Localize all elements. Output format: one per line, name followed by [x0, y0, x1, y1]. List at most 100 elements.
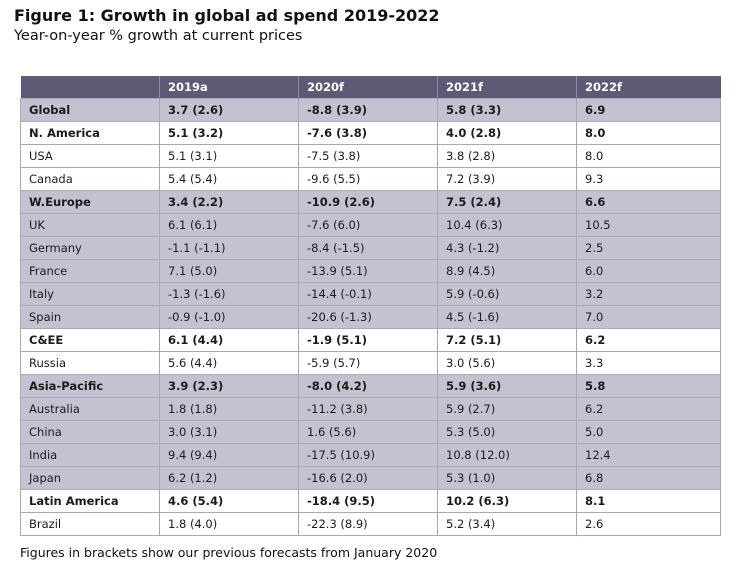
value-cell-2021f: 5.3 (1.0) [437, 466, 577, 490]
value-cell-2022f: 6.2 [576, 397, 721, 421]
value-cell-2019a: 3.0 (3.1) [159, 420, 299, 444]
table-row: India 9.4 (9.4) -17.5 (10.9) 10.8 (12.0) 12.… [20, 443, 721, 467]
table-body: Global 3.7 (2.6) -8.8 (3.9) 5.8 (3.3) 6.9 N. … [20, 98, 721, 536]
value-cell-2022f: 6.8 [576, 466, 721, 490]
value-cell-2019a: 1.8 (4.0) [159, 512, 299, 536]
value-cell-2020f: -13.9 (5.1) [298, 259, 438, 283]
table-row: Australia 1.8 (1.8) -11.2 (3.8) 5.9 (2.7) 6.… [20, 397, 721, 421]
value-cell-2019a: 5.1 (3.1) [159, 144, 299, 168]
ad-spend-table: 2019a 2020f 2021f 2022f Global 3.7 (2.6) -… [20, 76, 721, 536]
value-cell-2020f: 1.6 (5.6) [298, 420, 438, 444]
value-cell-2020f: -5.9 (5.7) [298, 351, 438, 375]
row-label: Canada [20, 167, 160, 191]
row-label: Germany [20, 236, 160, 260]
table-row: C&EE 6.1 (4.4) -1.9 (5.1) 7.2 (5.1) 6.2 [20, 328, 721, 352]
value-cell-2022f: 6.2 [576, 328, 721, 352]
value-cell-2021f: 4.0 (2.8) [437, 121, 577, 145]
table-row: USA 5.1 (3.1) -7.5 (3.8) 3.8 (2.8) 8.0 [20, 144, 721, 168]
value-cell-2020f: -8.0 (4.2) [298, 374, 438, 398]
value-cell-2021f: 3.8 (2.8) [437, 144, 577, 168]
table-row: Germany -1.1 (-1.1) -8.4 (-1.5) 4.3 (-1.2) 2… [20, 236, 721, 260]
value-cell-2020f: -22.3 (8.9) [298, 512, 438, 536]
row-label: USA [20, 144, 160, 168]
value-cell-2021f: 5.2 (3.4) [437, 512, 577, 536]
value-cell-2019a: 1.8 (1.8) [159, 397, 299, 421]
value-cell-2019a: 6.1 (6.1) [159, 213, 299, 237]
row-label: UK [20, 213, 160, 237]
row-label: Brazil [20, 512, 160, 536]
row-label: Latin America [20, 489, 160, 513]
value-cell-2019a: 6.1 (4.4) [159, 328, 299, 352]
table-row: Russia 5.6 (4.4) -5.9 (5.7) 3.0 (5.6) 3.3 [20, 351, 721, 375]
row-label: N. America [20, 121, 160, 145]
table-row: N. America 5.1 (3.2) -7.6 (3.8) 4.0 (2.8) 8.… [20, 121, 721, 145]
value-cell-2020f: -18.4 (9.5) [298, 489, 438, 513]
value-cell-2022f: 10.5 [576, 213, 721, 237]
value-cell-2021f: 8.9 (4.5) [437, 259, 577, 283]
value-cell-2022f: 6.9 [576, 98, 721, 122]
table-row: Japan 6.2 (1.2) -16.6 (2.0) 5.3 (1.0) 6.8 [20, 466, 721, 490]
value-cell-2022f: 8.1 [576, 489, 721, 513]
row-label: Global [20, 98, 160, 122]
value-cell-2021f: 10.4 (6.3) [437, 213, 577, 237]
table-row: Brazil 1.8 (4.0) -22.3 (8.9) 5.2 (3.4) 2.6 [20, 512, 721, 536]
value-cell-2021f: 5.8 (3.3) [437, 98, 577, 122]
row-label: Spain [20, 305, 160, 329]
value-cell-2020f: -11.2 (3.8) [298, 397, 438, 421]
value-cell-2019a: 3.9 (2.3) [159, 374, 299, 398]
value-cell-2021f: 3.0 (5.6) [437, 351, 577, 375]
value-cell-2020f: -16.6 (2.0) [298, 466, 438, 490]
value-cell-2020f: -9.6 (5.5) [298, 167, 438, 191]
value-cell-2022f: 7.0 [576, 305, 721, 329]
value-cell-2022f: 6.6 [576, 190, 721, 214]
value-cell-2019a: 5.1 (3.2) [159, 121, 299, 145]
table-row: Italy -1.3 (-1.6) -14.4 (-0.1) 5.9 (-0.6) 3.… [20, 282, 721, 306]
row-label: Asia-Pacific [20, 374, 160, 398]
value-cell-2019a: 5.6 (4.4) [159, 351, 299, 375]
value-cell-2020f: -7.6 (6.0) [298, 213, 438, 237]
header-cell-2020f: 2020f [298, 76, 438, 99]
value-cell-2022f: 5.0 [576, 420, 721, 444]
value-cell-2019a: 3.7 (2.6) [159, 98, 299, 122]
header-row: 2019a 2020f 2021f 2022f [20, 76, 721, 99]
header-cell-2022f: 2022f [576, 76, 721, 99]
row-label: C&EE [20, 328, 160, 352]
row-label: India [20, 443, 160, 467]
value-cell-2022f: 9.3 [576, 167, 721, 191]
value-cell-2020f: -7.5 (3.8) [298, 144, 438, 168]
header-cell-2019a: 2019a [159, 76, 299, 99]
table-row: Asia-Pacific 3.9 (2.3) -8.0 (4.2) 5.9 (3.6)… [20, 374, 721, 398]
value-cell-2022f: 8.0 [576, 144, 721, 168]
table-row: Global 3.7 (2.6) -8.8 (3.9) 5.8 (3.3) 6.9 [20, 98, 721, 122]
value-cell-2022f: 2.6 [576, 512, 721, 536]
row-label: France [20, 259, 160, 283]
header-cell-2021f: 2021f [437, 76, 577, 99]
value-cell-2022f: 3.3 [576, 351, 721, 375]
table-row: W.Europe 3.4 (2.2) -10.9 (2.6) 7.5 (2.4) 6.6 [20, 190, 721, 214]
value-cell-2019a: 9.4 (9.4) [159, 443, 299, 467]
value-cell-2021f: 5.9 (3.6) [437, 374, 577, 398]
table-row: Spain -0.9 (-1.0) -20.6 (-1.3) 4.5 (-1.6) 7.… [20, 305, 721, 329]
value-cell-2020f: -8.8 (3.9) [298, 98, 438, 122]
table-row: China 3.0 (3.1) 1.6 (5.6) 5.3 (5.0) 5.0 [20, 420, 721, 444]
value-cell-2022f: 5.8 [576, 374, 721, 398]
value-cell-2021f: 10.8 (12.0) [437, 443, 577, 467]
value-cell-2020f: -17.5 (10.9) [298, 443, 438, 467]
header-cell-label [20, 76, 160, 99]
value-cell-2020f: -20.6 (-1.3) [298, 305, 438, 329]
value-cell-2020f: -8.4 (-1.5) [298, 236, 438, 260]
value-cell-2019a: -1.3 (-1.6) [159, 282, 299, 306]
value-cell-2019a: -0.9 (-1.0) [159, 305, 299, 329]
value-cell-2019a: -1.1 (-1.1) [159, 236, 299, 260]
value-cell-2022f: 6.0 [576, 259, 721, 283]
value-cell-2019a: 4.6 (5.4) [159, 489, 299, 513]
table-row: Latin America 4.6 (5.4) -18.4 (9.5) 10.2 (6… [20, 489, 721, 513]
row-label: Italy [20, 282, 160, 306]
row-label: China [20, 420, 160, 444]
value-cell-2021f: 7.2 (5.1) [437, 328, 577, 352]
footnote: Figures in brackets show our previous fo… [20, 545, 438, 560]
value-cell-2020f: -7.6 (3.8) [298, 121, 438, 145]
value-cell-2022f: 12.4 [576, 443, 721, 467]
value-cell-2019a: 6.2 (1.2) [159, 466, 299, 490]
table-row: France 7.1 (5.0) -13.9 (5.1) 8.9 (4.5) 6.0 [20, 259, 721, 283]
